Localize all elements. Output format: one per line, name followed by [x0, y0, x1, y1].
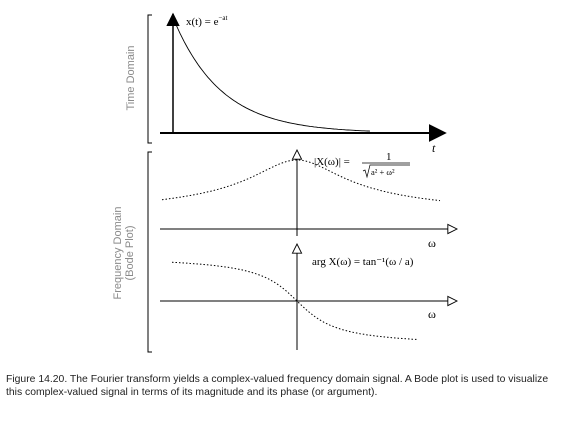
time-equation-exponent: −at [218, 14, 227, 22]
frequency-domain-ylabel-line1: Frequency Domain [112, 206, 124, 300]
exponential-decay-curve [173, 19, 371, 132]
magnitude-curve [161, 159, 441, 202]
magnitude-numerator: 1 [386, 151, 392, 163]
phase-axis-label: ω [428, 307, 436, 321]
time-panel-bracket [147, 14, 152, 144]
freq-panel-bracket [147, 151, 152, 353]
phase-curve [171, 261, 419, 340]
frequency-domain-ylabel: Frequency Domain (Bode Plot) [112, 198, 136, 308]
time-equation: x(t) = e−at [186, 14, 228, 28]
figure-caption: Figure 14.20. The Fourier transform yiel… [6, 374, 549, 398]
frequency-domain-ylabel-line2: (Bode Plot) [124, 225, 136, 281]
time-axis-label: t [432, 141, 436, 155]
phase-equation: arg X(ω) = tan⁻¹(ω / a) [312, 256, 414, 268]
magnitude-lhs: |X(ω)| = [314, 156, 350, 168]
time-domain-ylabel: Time Domain [125, 45, 137, 111]
magnitude-denominator: a² + ω² [371, 167, 395, 177]
magnitude-sqrt-sign [362, 164, 410, 179]
magnitude-axis-label: ω [428, 236, 436, 250]
